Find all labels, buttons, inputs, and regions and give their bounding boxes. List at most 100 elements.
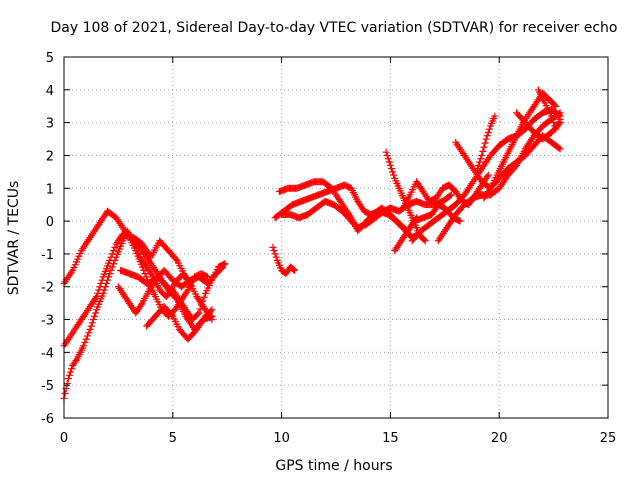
data-point: [134, 247, 142, 255]
data-point: [480, 143, 488, 151]
data-point: [382, 148, 390, 156]
data-point: [64, 375, 72, 383]
data-point: [551, 101, 559, 109]
data-point: [550, 119, 558, 127]
chart-title: Day 108 of 2021, Sidereal Day-to-day VTE…: [51, 20, 618, 36]
data-point: [110, 260, 118, 268]
data-point: [78, 314, 86, 322]
data-point: [272, 253, 280, 261]
data-point: [477, 155, 485, 163]
data-point: [61, 389, 69, 397]
data-point: [384, 155, 392, 163]
data-point: [90, 312, 98, 320]
data-point: [111, 243, 119, 251]
data-point: [485, 125, 493, 133]
data-point: [340, 202, 348, 210]
data-point: [219, 263, 227, 271]
data-point: [291, 266, 299, 274]
data-points: [60, 86, 564, 402]
data-point: [107, 266, 115, 274]
data-point: [195, 309, 203, 317]
data-point: [67, 368, 75, 376]
data-point: [207, 307, 215, 315]
y-tick-label: -1: [41, 248, 54, 263]
y-axis-label: SDTVAR / TECUs: [6, 181, 22, 296]
data-point: [137, 301, 145, 309]
data-point: [65, 371, 73, 379]
y-tick-label: 0: [46, 215, 54, 230]
data-point: [82, 335, 90, 343]
data-point: [411, 215, 419, 223]
data-point: [111, 256, 119, 264]
data-point: [421, 237, 429, 245]
data-point: [413, 214, 421, 222]
data-point: [172, 255, 180, 263]
data-point: [413, 224, 421, 232]
data-point: [106, 270, 114, 278]
data-point: [547, 112, 555, 120]
data-point: [89, 316, 97, 324]
data-point: [482, 135, 490, 143]
data-point: [290, 265, 298, 273]
data-point: [271, 250, 279, 258]
data-point: [484, 171, 492, 179]
data-point: [194, 310, 202, 318]
data-point: [99, 289, 107, 297]
data-point: [420, 236, 428, 244]
data-point: [141, 270, 149, 278]
x-tick-label: 0: [60, 431, 68, 446]
data-point: [80, 342, 88, 350]
data-point: [476, 158, 484, 166]
x-tick-label: 25: [600, 431, 617, 446]
data-point: [556, 145, 564, 153]
data-point: [140, 266, 148, 274]
data-point: [483, 132, 491, 140]
data-point: [84, 332, 92, 340]
data-point: [383, 151, 391, 159]
data-point: [132, 243, 140, 251]
y-tick-label: -3: [41, 314, 54, 329]
data-point: [208, 316, 216, 324]
data-point: [102, 279, 110, 287]
data-point: [168, 311, 176, 319]
x-tick-label: 15: [382, 431, 399, 446]
x-tick-label: 20: [491, 431, 508, 446]
grid-lines: [64, 57, 608, 418]
data-point: [110, 247, 118, 255]
data-point: [142, 273, 150, 281]
data-point: [475, 161, 483, 169]
data-point: [87, 322, 95, 330]
data-point: [86, 325, 94, 333]
y-tick-label: -4: [41, 346, 54, 361]
data-point: [135, 250, 143, 258]
data-point: [208, 306, 216, 314]
data-point: [88, 319, 96, 327]
plot-frame: [63, 56, 609, 419]
y-tick-label: 2: [46, 149, 54, 164]
data-point: [269, 243, 277, 251]
data-point: [385, 158, 393, 166]
data-point: [552, 102, 560, 110]
data-point: [270, 247, 278, 255]
data-point: [100, 286, 108, 294]
y-tick-label: 1: [46, 182, 54, 197]
data-point: [478, 151, 486, 159]
x-axis-label: GPS time / hours: [275, 458, 392, 474]
data-point: [549, 115, 557, 123]
data-point: [101, 283, 109, 291]
data-point: [387, 165, 395, 173]
y-tick-label: -5: [41, 379, 54, 394]
data-point: [72, 357, 80, 365]
data-point: [92, 309, 100, 317]
y-tick-label: 3: [46, 117, 54, 132]
data-point: [386, 161, 394, 169]
data-point: [104, 276, 112, 284]
data-point: [481, 139, 489, 147]
data-point: [198, 301, 206, 309]
y-tick-label: 4: [46, 84, 54, 99]
data-point: [473, 165, 481, 173]
data-point: [108, 263, 116, 271]
data-point: [446, 192, 454, 200]
data-point: [200, 293, 208, 301]
data-point: [483, 173, 491, 181]
